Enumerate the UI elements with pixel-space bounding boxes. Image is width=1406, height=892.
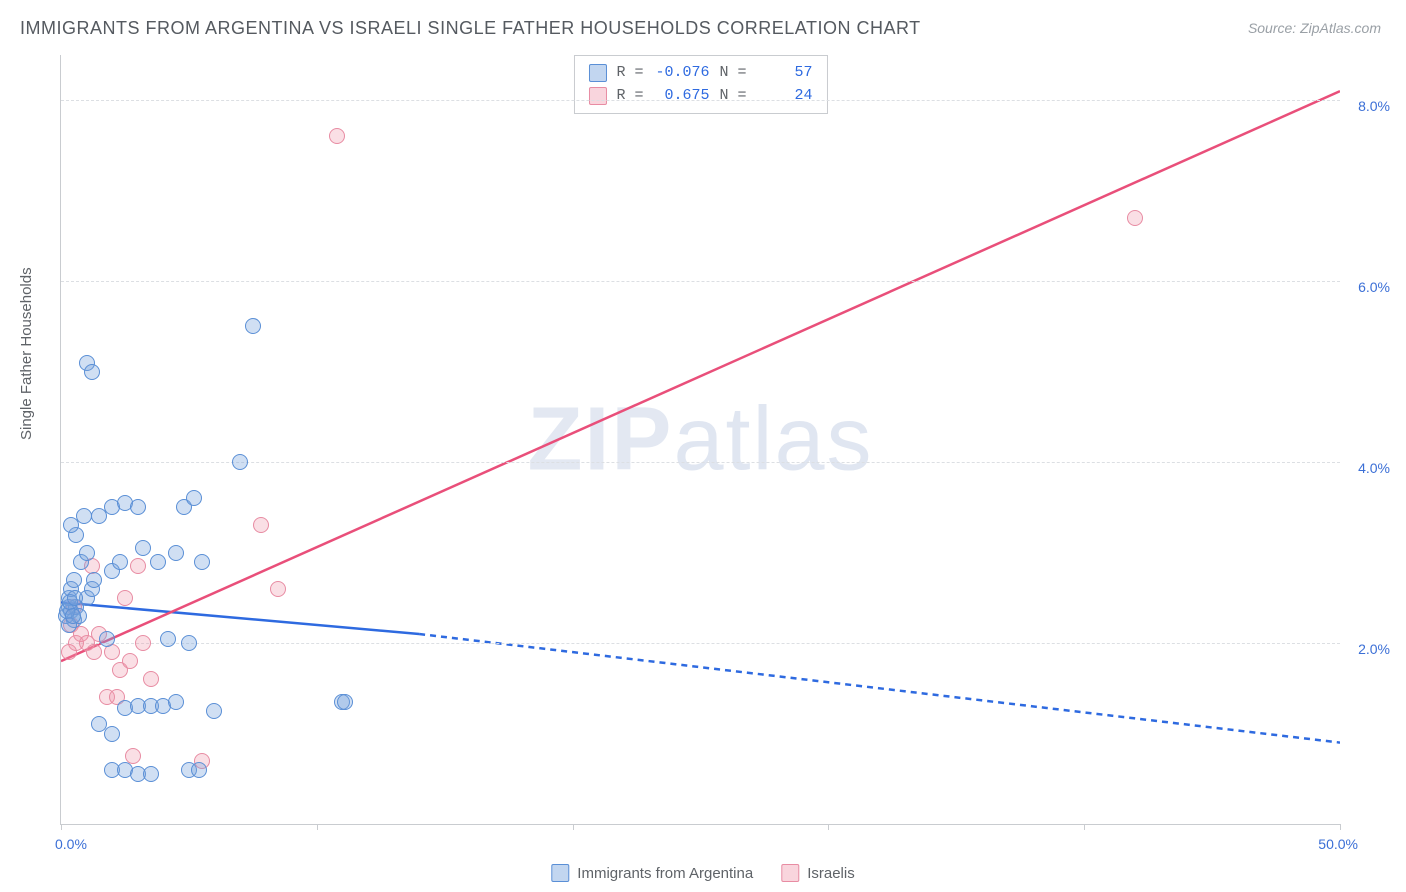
data-point (130, 499, 146, 515)
x-tick (573, 824, 574, 830)
x-tick (317, 824, 318, 830)
data-point (232, 454, 248, 470)
data-point (117, 590, 133, 606)
data-point (194, 554, 210, 570)
data-point (86, 644, 102, 660)
gridline (61, 281, 1340, 282)
legend-item-2: Israelis (781, 864, 855, 882)
x-max-label: 50.0% (1318, 836, 1358, 852)
data-point (245, 318, 261, 334)
data-point (135, 635, 151, 651)
stats-row-2: R = 0.675 N = 24 (588, 85, 812, 108)
n-label: N = (720, 62, 747, 85)
x-tick (61, 824, 62, 830)
data-point (168, 694, 184, 710)
data-point (135, 540, 151, 556)
y-tick-label: 2.0% (1358, 641, 1390, 657)
source-attribution: Source: ZipAtlas.com (1248, 20, 1381, 36)
y-tick-label: 4.0% (1358, 460, 1390, 476)
data-point (79, 545, 95, 561)
swatch-blue-icon (588, 64, 606, 82)
gridline (61, 643, 1340, 644)
bottom-legend: Immigrants from Argentina Israelis (551, 864, 854, 882)
data-point (86, 572, 102, 588)
data-point (181, 635, 197, 651)
data-point (65, 608, 81, 624)
y-axis-title: Single Father Households (18, 267, 35, 440)
n-label-2: N = (720, 85, 747, 108)
data-point (1127, 210, 1143, 226)
x-tick (1084, 824, 1085, 830)
data-point (337, 694, 353, 710)
x-min-label: 0.0% (55, 836, 87, 852)
data-point (61, 644, 77, 660)
r-label-2: R = (616, 85, 643, 108)
x-tick (828, 824, 829, 830)
swatch-pink-icon (588, 87, 606, 105)
data-point (206, 703, 222, 719)
y-tick-label: 6.0% (1358, 279, 1390, 295)
legend-swatch-pink-icon (781, 864, 799, 882)
stats-box: R = -0.076 N = 57 R = 0.675 N = 24 (573, 55, 827, 114)
r-label: R = (616, 62, 643, 85)
data-point (67, 590, 83, 606)
legend-label-2: Israelis (807, 865, 855, 882)
data-point (150, 554, 166, 570)
watermark-bold: ZIP (527, 389, 673, 489)
r-value-1: -0.076 (654, 62, 710, 85)
n-value-1: 57 (757, 62, 813, 85)
data-point (186, 490, 202, 506)
data-point (270, 581, 286, 597)
plot-area: ZIPatlas R = -0.076 N = 57 R = 0.675 N =… (60, 55, 1340, 825)
data-point (143, 671, 159, 687)
chart-title: IMMIGRANTS FROM ARGENTINA VS ISRAELI SIN… (20, 18, 921, 39)
data-point (160, 631, 176, 647)
gridline (61, 100, 1340, 101)
data-point (99, 631, 115, 647)
legend-item-1: Immigrants from Argentina (551, 864, 753, 882)
r-value-2: 0.675 (654, 85, 710, 108)
data-point (253, 517, 269, 533)
x-tick (1340, 824, 1341, 830)
y-tick-label: 8.0% (1358, 98, 1390, 114)
gridline (61, 462, 1340, 463)
watermark-light: atlas (673, 389, 873, 489)
stats-row-1: R = -0.076 N = 57 (588, 62, 812, 85)
data-point (63, 517, 79, 533)
data-point (143, 766, 159, 782)
legend-label-1: Immigrants from Argentina (577, 865, 753, 882)
data-point (329, 128, 345, 144)
data-point (66, 572, 82, 588)
data-point (122, 653, 138, 669)
data-point (191, 762, 207, 778)
data-point (104, 726, 120, 742)
data-point (112, 554, 128, 570)
trend-lines (61, 55, 1340, 824)
data-point (130, 558, 146, 574)
n-value-2: 24 (757, 85, 813, 108)
data-point (168, 545, 184, 561)
watermark: ZIPatlas (527, 388, 873, 491)
data-point (84, 364, 100, 380)
chart-container: IMMIGRANTS FROM ARGENTINA VS ISRAELI SIN… (0, 0, 1406, 892)
legend-swatch-blue-icon (551, 864, 569, 882)
